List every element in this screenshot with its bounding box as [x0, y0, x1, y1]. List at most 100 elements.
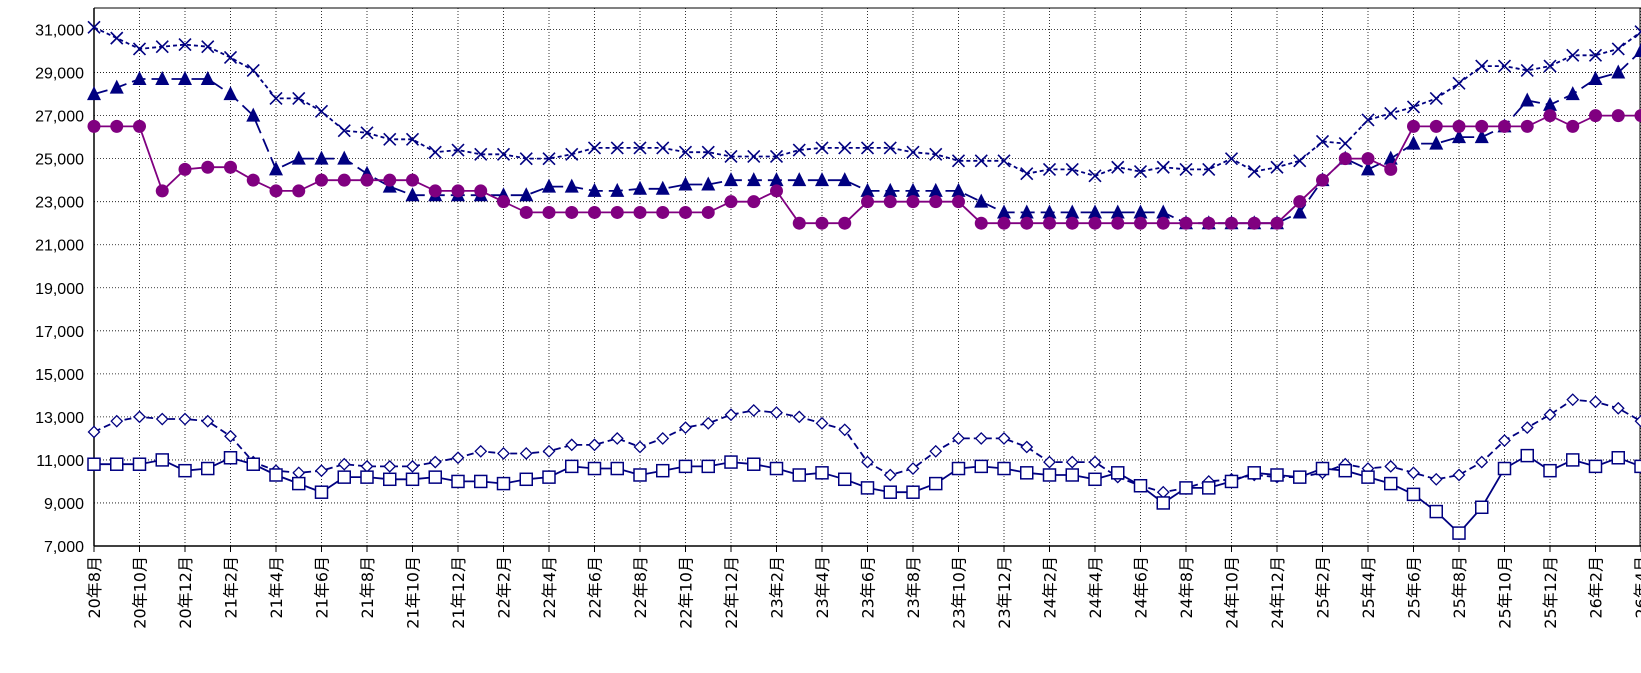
data-point-circle	[1270, 216, 1284, 230]
x-tick-label: 21年6月	[313, 556, 332, 619]
data-point-diamond	[1475, 455, 1489, 469]
data-point-circle	[792, 216, 806, 230]
x-tick-label: 23年12月	[995, 556, 1014, 629]
data-point-square	[451, 474, 465, 489]
data-point-square	[1293, 470, 1307, 484]
data-point-cross	[383, 132, 397, 146]
data-point-circle	[1589, 109, 1602, 123]
data-point-cross	[1065, 162, 1079, 176]
data-point-cross	[769, 149, 784, 164]
data-point-diamond	[838, 423, 852, 437]
x-tick-label: 22年2月	[495, 556, 514, 619]
data-point-triangle	[155, 71, 170, 86]
data-point-square	[1429, 504, 1443, 519]
data-point-circle	[1543, 109, 1557, 123]
data-point-triangle	[109, 79, 124, 94]
data-point-cross	[269, 91, 283, 105]
data-point-square	[1543, 463, 1557, 478]
data-point-cross	[951, 154, 966, 168]
data-point-square	[155, 453, 169, 467]
data-point-triangle	[132, 71, 147, 86]
x-tick-label: 24年12月	[1268, 556, 1287, 629]
x-tick-label: 21年10月	[404, 556, 423, 629]
data-point-circle	[1566, 119, 1580, 133]
x-tick-label: 24年6月	[1132, 556, 1151, 619]
data-point-circle	[110, 119, 124, 133]
data-point-square	[269, 468, 283, 482]
data-point-cross	[792, 143, 806, 157]
data-point-circle	[360, 173, 374, 187]
data-point-triangle	[1543, 96, 1557, 111]
data-point-circle	[1498, 119, 1511, 133]
data-point-cross	[929, 147, 943, 161]
data-point-square	[1566, 453, 1580, 467]
data-point-circle	[451, 184, 465, 198]
data-point-square	[883, 485, 897, 499]
data-point-circle	[588, 205, 601, 219]
x-tick-label: 23年2月	[768, 556, 787, 619]
data-point-diamond	[883, 468, 897, 482]
data-point-square	[1497, 461, 1512, 476]
data-point-circle	[201, 160, 215, 174]
y-tick-label: 13,000	[35, 410, 84, 427]
data-point-cross	[1475, 59, 1489, 73]
data-point-diamond	[633, 440, 647, 454]
data-point-square	[1088, 472, 1102, 487]
data-point-cross	[1452, 76, 1466, 90]
data-point-circle	[1134, 216, 1147, 230]
data-point-cross	[451, 143, 465, 157]
data-point-diamond	[906, 462, 920, 475]
data-point-square	[1111, 466, 1125, 480]
data-point-square	[1224, 474, 1239, 489]
data-point-circle	[178, 162, 192, 176]
data-point-cross	[633, 141, 647, 155]
y-tick-label: 27,000	[35, 109, 84, 126]
data-point-triangle	[200, 71, 215, 86]
data-point-square	[1361, 470, 1375, 484]
data-point-square	[656, 463, 670, 478]
data-point-cross	[610, 141, 624, 155]
x-tick-label: 22年8月	[631, 556, 650, 619]
data-point-diamond	[87, 425, 101, 439]
data-point-circle	[1111, 216, 1125, 230]
data-point-square	[337, 470, 351, 484]
data-point-circle	[519, 205, 533, 219]
data-point-cross	[1156, 160, 1170, 174]
data-point-cross	[223, 50, 238, 65]
data-point-square	[860, 481, 875, 495]
x-tick-label: 23年4月	[813, 556, 832, 619]
x-tick-label: 23年10月	[950, 556, 969, 629]
data-point-cross	[314, 104, 329, 118]
data-point-triangle	[1611, 64, 1626, 79]
data-point-square	[1338, 463, 1352, 478]
data-point-diamond	[155, 412, 169, 426]
data-point-square	[178, 463, 192, 478]
data-point-cross	[155, 40, 169, 54]
data-point-square	[110, 457, 124, 471]
data-point-cross	[906, 145, 920, 159]
data-point-cross	[1179, 162, 1193, 176]
data-point-diamond	[1065, 455, 1079, 469]
data-point-square	[383, 472, 397, 487]
data-point-circle	[1156, 216, 1170, 230]
x-tick-label: 23年8月	[904, 556, 923, 619]
data-point-circle	[315, 173, 328, 187]
data-point-cross	[1611, 42, 1625, 56]
data-point-cross	[110, 31, 124, 45]
data-point-circle	[87, 119, 101, 133]
data-point-diamond	[1611, 401, 1625, 415]
data-point-cross	[1520, 63, 1534, 77]
data-point-triangle	[633, 180, 647, 195]
data-point-circle	[406, 173, 419, 187]
data-point-cross	[542, 152, 556, 166]
data-point-diamond	[178, 412, 192, 426]
data-point-triangle	[792, 172, 807, 187]
x-tick-label: 24年2月	[1041, 556, 1060, 619]
data-point-cross	[1247, 164, 1261, 179]
data-point-cross	[405, 132, 420, 146]
data-point-cross	[87, 20, 101, 34]
data-point-cross	[656, 141, 670, 155]
data-point-circle	[1316, 173, 1329, 187]
data-point-cross	[678, 145, 693, 159]
